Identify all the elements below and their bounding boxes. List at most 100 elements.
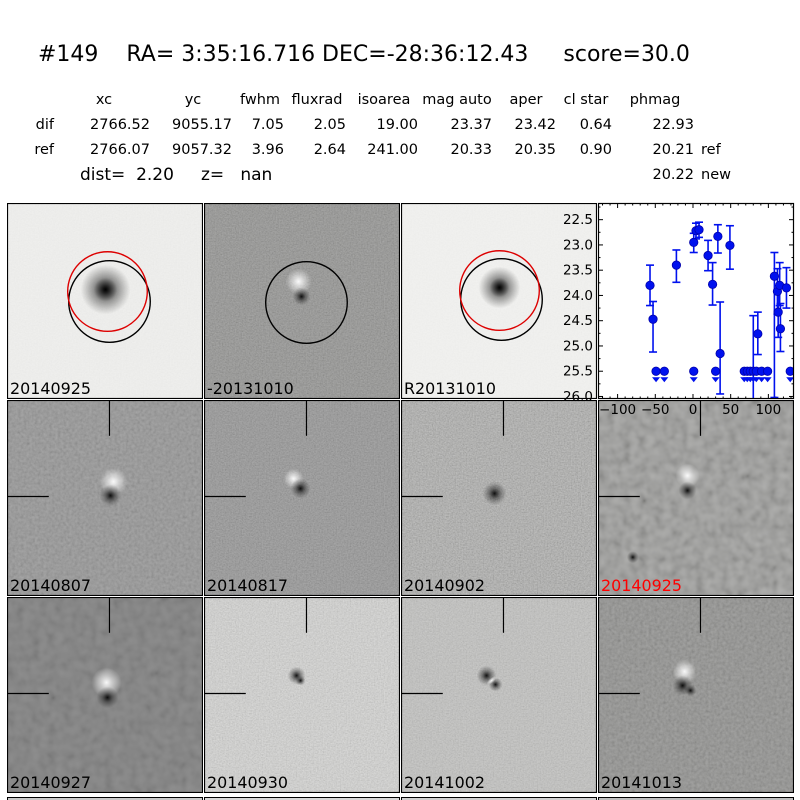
down-arrow-icon <box>786 377 794 383</box>
stamp-date-label: 20140927 <box>10 773 91 792</box>
table-cell: ref <box>34 142 54 158</box>
x-tick-label: −50 <box>641 402 670 418</box>
down-arrow-icon <box>652 377 661 383</box>
table-cell: isoarea <box>357 92 411 108</box>
down-arrow-icon <box>763 377 772 383</box>
partial-stamp-top <box>7 797 203 800</box>
table-cell <box>420 163 494 188</box>
partial-stamp-top <box>598 797 794 800</box>
stamp-panel-20140927: 20140927 <box>7 597 203 793</box>
table-cell: fluxrad <box>291 92 343 108</box>
table-cell: 3.96 <box>251 142 284 158</box>
stamp-panel-20131010: -20131010 <box>204 203 400 399</box>
table-cell <box>286 163 348 188</box>
photometry-point <box>645 280 655 290</box>
stamp-panel-20140930: 20140930 <box>204 597 400 793</box>
x-tick-label: 100 <box>755 402 781 418</box>
upper-limit-point <box>711 366 721 376</box>
red-aperture-circle <box>66 251 148 333</box>
table-cell: 20.22 <box>652 167 694 183</box>
table-cell <box>0 163 56 188</box>
partial-stamp-top <box>204 797 400 800</box>
upper-limit-point <box>659 366 669 376</box>
table-cell: 2.05 <box>313 117 346 133</box>
table-cell: ref <box>701 142 721 158</box>
partial-stamp-top <box>401 797 597 800</box>
stamp-panel-20140807: 20140807 <box>7 400 203 596</box>
table-cell <box>696 113 748 138</box>
summary-table: xc yc fwhm fluxrad isoarea mag auto aper cl sta… <box>0 88 748 188</box>
x-tick-label: 50 <box>722 402 739 418</box>
photometry-point <box>703 250 713 261</box>
lightcurve-plot: 22.5 23.0 23.5 24.0 24.5 25.0 25.5 26.0 −100 −50 0… <box>563 202 795 418</box>
x-tick-label: 0 <box>689 402 698 418</box>
table-cell: 2766.07 <box>90 142 150 158</box>
stamp-panel-20141002: 20141002 <box>401 597 597 793</box>
down-arrow-icon <box>689 377 698 383</box>
table-cell: phmag <box>629 92 681 108</box>
table-cell: 2766.52 <box>90 117 150 133</box>
stamp-grid: 20140925 -20131010 R20131010 22.5 23.0 23.5 24… <box>7 202 795 793</box>
page-title: #149 RA= 3:35:16.716 DEC=-28:36:12.43 sc… <box>38 42 690 67</box>
stamp-panel-20140902: 20140902 <box>401 400 597 596</box>
stamp-panel-R20131010: R20131010 <box>401 203 597 399</box>
photometry-point <box>773 307 783 317</box>
table-cell <box>696 88 748 113</box>
y-tick-label: 22.5 <box>563 212 593 228</box>
photometry-point <box>713 231 723 241</box>
y-tick-label: 23.5 <box>563 263 593 279</box>
table-cell: 20.21 <box>652 142 694 158</box>
table-cell: 0.64 <box>579 117 612 133</box>
stamp-panel-20140925: 20140925 <box>7 203 203 399</box>
table-cell: 7.05 <box>251 117 284 133</box>
table-cell: 23.42 <box>514 117 556 133</box>
photometry-point <box>775 324 786 334</box>
photometry-point <box>648 314 658 324</box>
table-cell <box>348 163 420 188</box>
dist-redshift-line: dist= 2.20 z= nan <box>80 165 273 185</box>
stamp-date-label: 20140930 <box>207 773 288 792</box>
upper-limit-point <box>785 366 794 376</box>
photometry-point <box>707 279 718 289</box>
stamp-date-label: 20140817 <box>207 576 288 595</box>
partial-next-row <box>7 797 794 800</box>
x-tick-label: −100 <box>599 402 636 418</box>
photometry-point <box>725 240 735 251</box>
table-cell: 2.64 <box>313 142 346 158</box>
table-cell: 20.35 <box>514 142 556 158</box>
table-cell: fwhm <box>239 92 281 108</box>
table-cell: cl star <box>563 92 609 108</box>
y-tick-label: 24.0 <box>563 288 593 304</box>
photometry-point <box>689 237 699 248</box>
table-cell: aper <box>509 92 543 108</box>
table-cell: 9055.17 <box>172 117 232 133</box>
table-cell: mag auto <box>422 92 492 108</box>
stamp-date-label: 20140807 <box>10 576 91 595</box>
photometry-point <box>781 283 792 293</box>
upper-limit-point <box>763 366 773 376</box>
table-cell: 19.00 <box>376 117 418 133</box>
table-cell: 20.33 <box>450 142 492 158</box>
photometry-point <box>753 329 763 339</box>
table-cell: 9057.32 <box>172 142 232 158</box>
table-cell <box>0 88 56 113</box>
y-tick-label: 25.5 <box>563 364 593 380</box>
table-cell: 23.37 <box>450 117 492 133</box>
stamp-panel-20141013: 20141013 <box>598 597 794 793</box>
stamp-date-label: 20141002 <box>404 773 485 792</box>
photometry-point <box>671 260 682 270</box>
stamp-date-label: 20141013 <box>601 773 682 792</box>
down-arrow-icon <box>752 377 761 383</box>
upper-limit-point <box>689 366 699 376</box>
photometry-point <box>769 271 779 281</box>
black-aperture-circle <box>264 261 348 344</box>
table-cell: yc <box>184 92 202 108</box>
table-cell: dif <box>35 117 54 133</box>
table-cell: new <box>701 167 731 183</box>
stamp-date-label: 20140925 <box>10 379 91 398</box>
table-cell <box>494 163 558 188</box>
y-tick-label: 24.5 <box>563 313 593 329</box>
table-cell: 241.00 <box>367 142 418 158</box>
photometry-point <box>694 225 704 235</box>
